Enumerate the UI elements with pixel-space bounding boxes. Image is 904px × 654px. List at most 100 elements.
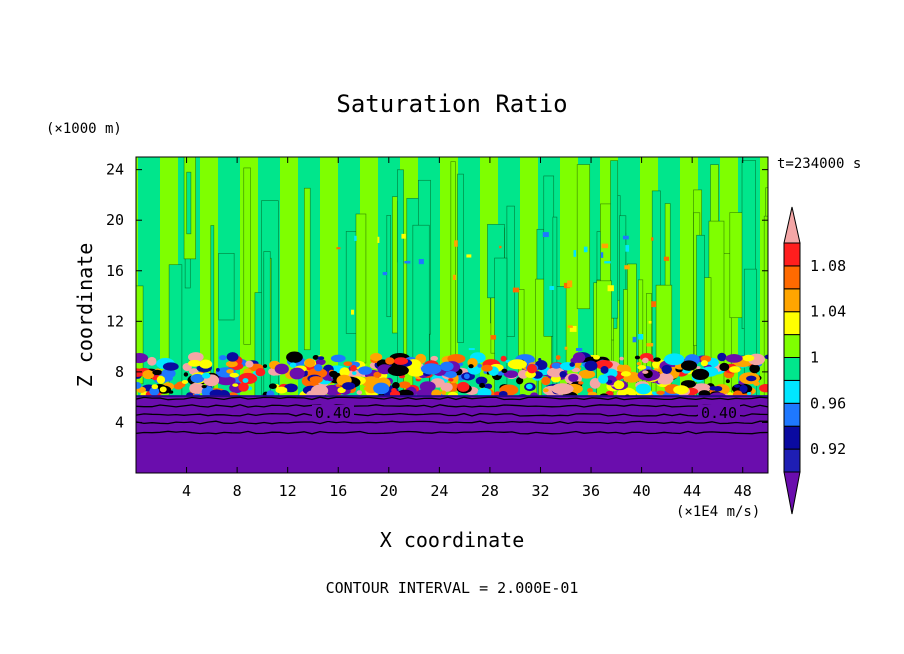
cloud-cell [516, 377, 524, 385]
contour-label-right: 0.40 [701, 404, 737, 422]
cloud-cell [635, 383, 652, 395]
colorbar-bin [783, 425, 801, 450]
cloud-cell [274, 363, 289, 375]
cloud-cell [304, 358, 316, 368]
x-axis-title: X coordinate [380, 528, 525, 552]
saturation-fleck [583, 246, 588, 253]
saturation-fleck [646, 343, 654, 347]
cloud-cell [500, 355, 507, 362]
cloud-cell [156, 375, 166, 384]
saturation-fleck [404, 260, 411, 264]
cloud-cell [742, 354, 755, 362]
cloud-cell [642, 357, 649, 364]
cloud-cell [484, 383, 493, 390]
cloud-cell [503, 370, 519, 378]
cloud-cell [373, 382, 390, 395]
cloud-cell [541, 376, 551, 386]
saturation-fleck [601, 243, 609, 249]
cloud-cell [617, 364, 625, 372]
cloud-cell [339, 367, 350, 377]
saturation-fleck [542, 232, 549, 238]
moist-streak [729, 212, 744, 319]
cloud-cell [517, 369, 529, 379]
cloud-cell [691, 368, 710, 381]
cloud-cell [142, 369, 155, 380]
cloud-cell [312, 355, 319, 360]
cloud-cell [468, 364, 474, 369]
cloud-cell [578, 369, 596, 379]
cloud-cell [746, 375, 757, 382]
cloud-cell [350, 364, 357, 372]
saturation-fleck [632, 336, 637, 343]
cloud-cell [634, 355, 641, 360]
cloud-cell [695, 366, 701, 370]
saturation-fleck [651, 301, 657, 308]
saturation-fleck [499, 245, 502, 249]
cloud-cell [232, 383, 239, 387]
cloud-cell [189, 382, 205, 395]
contour-label-left: 0.40 [315, 404, 351, 422]
saturation-fleck [600, 252, 604, 258]
saturation-fleck [604, 261, 611, 264]
cloud-cell [238, 372, 258, 385]
cloud-cell [330, 354, 346, 363]
cloud-cell [337, 387, 346, 394]
cloud-cell [746, 391, 752, 396]
cloud-cell [201, 372, 211, 379]
colorbar-bin [783, 402, 801, 427]
colorbar-bin [783, 311, 801, 336]
cloud-cell [656, 390, 665, 395]
saturation-fleck [382, 272, 388, 276]
cloud-cell [445, 370, 457, 379]
x-tick-label: 44 [683, 482, 701, 500]
cloud-cell [463, 373, 470, 380]
colorbar-bin [783, 357, 801, 381]
cloud-cell [181, 379, 189, 384]
contour-lines [136, 396, 768, 435]
cloud-cell [526, 364, 537, 374]
cloud-cell [136, 381, 142, 389]
cloud-cell [162, 362, 179, 371]
cloud-cell [373, 371, 382, 378]
saturation-fleck [350, 309, 355, 315]
cloud-cell [725, 379, 730, 384]
cloud-cell [255, 368, 266, 377]
cloud-cell [149, 386, 160, 396]
saturation-fleck [549, 286, 555, 290]
y-tick-label: 16 [106, 262, 124, 280]
saturation-fleck [563, 282, 570, 289]
saturation-fleck [354, 235, 357, 241]
cloud-cell [420, 363, 442, 375]
saturation-fleck [648, 320, 652, 324]
cloud-cell [613, 380, 625, 390]
saturation-fleck [567, 280, 573, 288]
colorbar-bin [783, 334, 801, 359]
time-label: t=234000 s [777, 156, 861, 172]
cloud-cell [653, 357, 661, 362]
contour-line [136, 404, 768, 408]
cloud-cell [448, 378, 454, 382]
cloud-cell [152, 369, 163, 376]
y-axis-title: Z coordinate [73, 243, 97, 388]
colorbar-bin [783, 379, 801, 404]
cloud-cell [407, 367, 425, 377]
cloud-cell [749, 364, 760, 374]
cloud-cell [190, 373, 205, 383]
cloud-cell [284, 383, 298, 393]
cloud-cell [173, 383, 183, 390]
cloud-cell [226, 352, 239, 362]
y-tick-label: 20 [106, 211, 124, 229]
cloud-cell [584, 360, 598, 371]
colorbar-bin [783, 242, 801, 267]
cloud-cell [598, 374, 609, 384]
moist-streak [543, 175, 555, 337]
cloud-cell [593, 354, 600, 360]
moist-streak [450, 161, 456, 388]
y-tick-label: 24 [106, 161, 124, 179]
cloud-cell [758, 384, 768, 393]
saturation-fleck [622, 235, 629, 240]
cloud-cell [719, 362, 730, 372]
y-tick-label: 4 [115, 413, 124, 431]
contour-interval-footer: CONTOUR INTERVAL = 2.000E-01 [326, 579, 579, 597]
cloud-cell [441, 390, 447, 395]
